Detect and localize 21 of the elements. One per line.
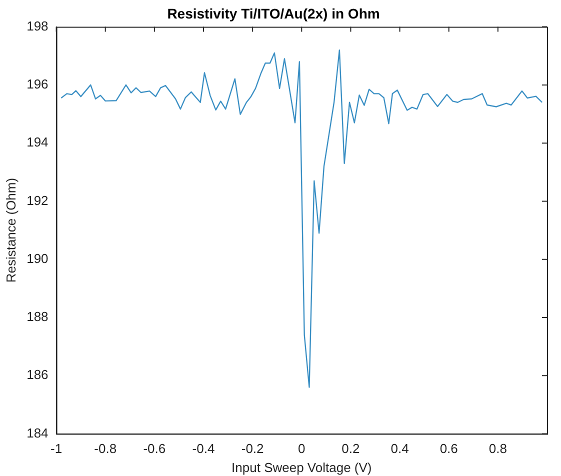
x-tick-label: 0 [298,441,306,456]
y-tick-label: 190 [26,250,48,266]
x-tick-label: 0.4 [390,441,409,456]
x-tick-label: -0.8 [94,441,117,456]
y-tick-label: 186 [26,367,48,382]
x-tick-label: -0.4 [192,441,215,456]
x-tick-label: -1 [50,441,62,456]
y-tick-label: 184 [26,425,48,440]
y-tick-label: 188 [26,309,48,324]
y-tick-label: 198 [26,18,48,34]
y-tick-label: 192 [26,192,48,208]
chart-title: Resistivity Ti/ITO/Au(2x) in Ohm [167,5,380,22]
x-axis-title: Input Sweep Voltage (V) [232,460,372,475]
y-tick-label: 194 [26,134,48,150]
x-tick-label: 0.2 [342,441,360,456]
x-tick-label: 0.6 [440,441,458,456]
y-tick-label: 196 [26,76,48,92]
x-tick-label: 0.8 [488,441,507,456]
x-tick-label: -0.6 [143,441,166,456]
y-axis-title: Resistance (Ohm) [3,178,18,283]
x-tick-label: -0.2 [241,441,264,456]
